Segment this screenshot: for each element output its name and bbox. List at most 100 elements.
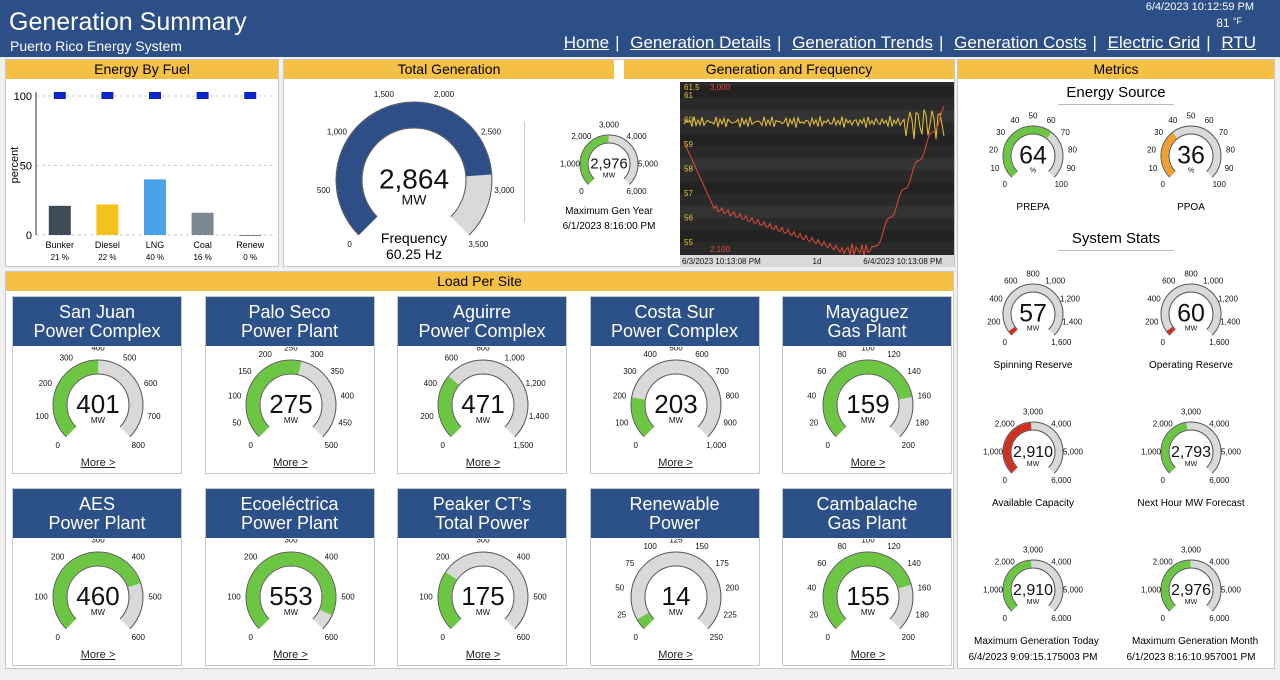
gauge-value: 275 — [269, 389, 312, 419]
site-name-line1: Mayaguez — [825, 302, 909, 322]
gauge-tick-label: 60 — [817, 367, 826, 376]
gauge-tick-label: 100 — [34, 593, 48, 602]
nav-generation-details-link[interactable]: Generation Details — [630, 33, 772, 52]
max-gen-year-label: Maximum Gen Year — [565, 206, 653, 217]
nav-home-link[interactable]: Home — [563, 33, 610, 52]
gauge-tick-label: 1,000 — [560, 160, 581, 169]
gauge-fill — [246, 360, 301, 437]
gauge-tick-label: 1,400 — [529, 412, 550, 421]
site-gauge: 0 100 200 300 400 500 600 460 MW — [13, 536, 183, 649]
trend-y-tick: 59 — [684, 140, 693, 149]
site-name-line1: Palo Seco — [248, 302, 331, 322]
site-more-link[interactable]: More > — [465, 457, 501, 469]
gauge-tick-label: 600 — [1162, 276, 1176, 285]
site-card: San Juan Power Complex 0 100 200 300 400 500 600… — [12, 296, 182, 474]
gauge-tick-label: 1,000 — [1203, 276, 1224, 285]
ppoa-gauge-svg: 010 20 30 40 50 60 70 80 90 100 36% — [1147, 112, 1235, 189]
gen-scale-label: 3,000 — [710, 83, 731, 92]
gauge-value: 2,910 — [1013, 444, 1053, 461]
gauge-tick-label: 700 — [715, 367, 729, 376]
y-tick-label: 0 — [26, 230, 32, 242]
gauge-tick-label: 1,000 — [1045, 276, 1066, 285]
gauge-outline — [1002, 421, 1064, 474]
gauge-tick-label: 1,000 — [505, 353, 526, 362]
gauge-tick-label: 0 — [347, 240, 352, 249]
gauge-tick-label: 400 — [424, 379, 438, 388]
gauge-value: 553 — [269, 581, 312, 611]
category-label: Coal — [193, 240, 212, 250]
site-more-link[interactable]: More > — [273, 649, 308, 661]
gauge-tick-label: 70 — [1219, 128, 1228, 137]
gauge-tick-label: 2,000 — [571, 132, 592, 141]
bar-renew — [239, 235, 262, 236]
generation-frequency-trend-chart[interactable]: 61 60 59 58 57 56 55 61.5 3,000 2,100 6/3/2023 10:… — [680, 82, 954, 267]
gauge-tick-label: 10 — [991, 164, 1000, 173]
gauge-tick-label: 4,000 — [1051, 557, 1072, 566]
total-generation-gauge: 0 500 1,000 1,500 2,000 2,500 3,000 3,500 2,864 M… — [304, 88, 524, 264]
site-more-link[interactable]: More > — [850, 649, 886, 661]
gauge-tick-label: 6,000 — [1209, 476, 1230, 485]
gauge-tick-label: 450 — [338, 418, 352, 427]
gauge-tick-label: 20 — [809, 418, 818, 427]
site-more-link[interactable]: More > — [465, 649, 501, 661]
gauge-tick-label: 1,000 — [327, 127, 348, 136]
gauge-outline — [361, 127, 467, 218]
gauge-tick-label: 400 — [643, 350, 657, 359]
nav-electric-grid-link[interactable]: Electric Grid — [1107, 33, 1201, 52]
site-more-link[interactable]: More > — [80, 649, 116, 661]
prepa-gauge: 0 10 20 30 40 50 60 70 80 90 100 64% PREPA — [974, 110, 1092, 220]
site-more-link[interactable]: More > — [80, 457, 116, 469]
nexthour-label: Next Hour MW Forecast — [1137, 498, 1245, 509]
site-more-link[interactable]: More > — [273, 457, 308, 469]
gauge-tick-label: 1,600 — [1209, 338, 1230, 347]
gauge-tick-label: 50 — [1187, 112, 1196, 121]
site-gauge: 0 200 400 600 800 1,000 1,200 1,400 1,500 471 MW — [398, 344, 568, 457]
gauge-tick-label: 50 — [1029, 112, 1038, 121]
nav-generation-costs-link[interactable]: Generation Costs — [954, 33, 1087, 52]
gauge-tick-label: 100 — [861, 539, 875, 545]
site-more-link[interactable]: More > — [658, 457, 693, 469]
gauge-unit: MW — [1027, 461, 1040, 468]
gauge-unit: MW — [91, 416, 106, 425]
site-name: Aguirre Power Complex — [398, 297, 566, 346]
gauge-tick-label: 1,200 — [1060, 294, 1081, 303]
frequency-value: 60.25 Hz — [385, 246, 443, 262]
gauge-tick-label: 40 — [1168, 116, 1177, 125]
gauge-outline — [52, 359, 144, 438]
gauge-tick-label: 500 — [148, 593, 162, 602]
gauge-tick-label: 4,000 — [1209, 419, 1230, 428]
gauge-tick-label: 180 — [916, 418, 930, 427]
frequency-label: Frequency — [380, 230, 448, 246]
gauge-tick-label: 800 — [1026, 270, 1040, 279]
gauge-tick-label: 0 — [440, 441, 445, 450]
nav-generation-trends-link[interactable]: Generation Trends — [792, 33, 934, 52]
gauge-tick-label: 200 — [51, 552, 65, 561]
site-more-link[interactable]: More > — [658, 649, 693, 661]
gauge-tick-label: 0 — [1160, 338, 1165, 347]
gauge-tick-label: 350 — [330, 367, 344, 376]
gauge-tick-label: 600 — [324, 633, 338, 642]
gauge-tick-label: 60 — [1047, 116, 1056, 125]
bar-bunker — [48, 205, 71, 235]
gauge-tick-label: 180 — [916, 610, 930, 619]
y-tick-label: 50 — [20, 161, 32, 173]
gauge-unit: MW — [668, 416, 683, 425]
energy-source-heading: Energy Source — [1066, 84, 1166, 101]
gauge-tick-label: 75 — [625, 559, 634, 568]
gauge-tick-label: 60 — [817, 559, 826, 568]
next-hour-forecast-gauge: 0 1,000 2,000 3,000 4,000 5,000 6,000 2,793 MW Ne… — [1132, 406, 1250, 516]
nav-rtu-link[interactable]: RTU — [1221, 33, 1256, 52]
gauge-tick-label: 1,500 — [513, 441, 534, 450]
trend-band — [680, 206, 954, 218]
capacity-marker — [244, 92, 257, 99]
gauge-value: 36 — [1177, 142, 1205, 170]
site-more-link[interactable]: More > — [850, 457, 886, 469]
gauge-tick-label: 600 — [517, 633, 531, 642]
gauge-tick-label: 400 — [1147, 294, 1161, 303]
gauge-tick-label: 200 — [725, 584, 739, 593]
site-card: Cambalache Gas Plant 0 20 40 60 80 100 120 140 160… — [782, 488, 952, 666]
gauge-tick-label: 6,000 — [1209, 614, 1230, 623]
gauge-tick-label: 400 — [340, 392, 354, 401]
